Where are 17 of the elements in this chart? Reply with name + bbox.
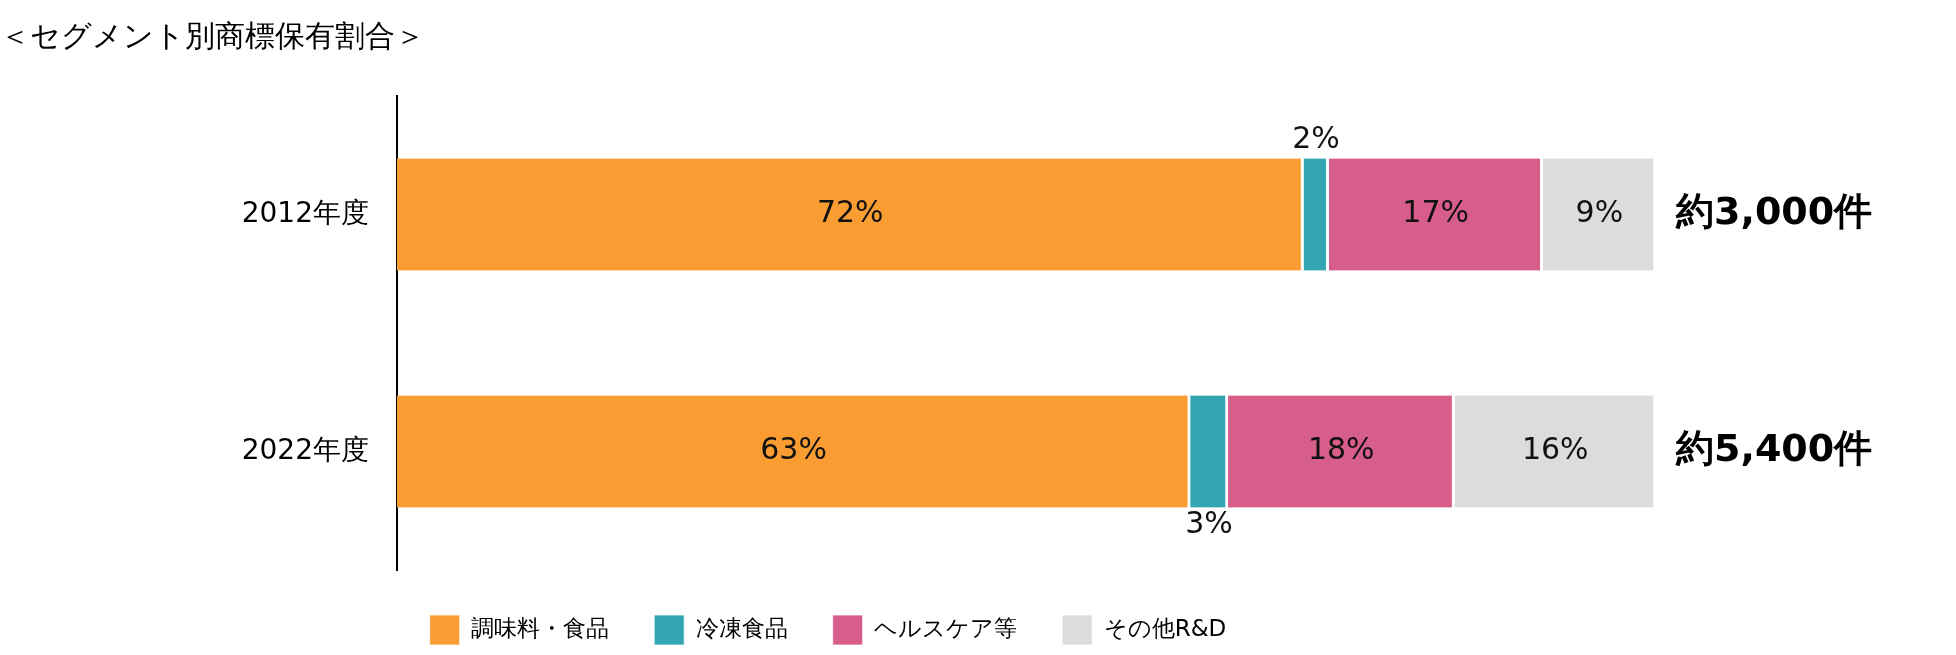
data-label: 63%: [760, 431, 827, 467]
data-label: 3%: [1185, 505, 1233, 541]
total-label: 約5,400件: [1675, 426, 1873, 471]
data-label: 17%: [1402, 194, 1470, 230]
y-tick-label: 2022年度: [241, 432, 369, 466]
total-label: 約3,000件: [1675, 189, 1873, 234]
y-tick-label: 2012年度: [241, 195, 369, 229]
legend-label: ヘルスケア等: [874, 614, 1018, 641]
data-label: 72%: [816, 194, 884, 230]
legend-label: 調味料・食品: [471, 614, 610, 641]
data-label: 18%: [1307, 431, 1375, 467]
data-label: 16%: [1521, 431, 1589, 467]
data-label: 2%: [1292, 120, 1340, 156]
chart-title: ＜セグメント別商標保有割合＞: [0, 17, 425, 53]
legend-label: 冷凍食品: [695, 614, 788, 641]
legend-label: その他R&D: [1103, 614, 1227, 641]
data-label: 9%: [1575, 194, 1624, 230]
